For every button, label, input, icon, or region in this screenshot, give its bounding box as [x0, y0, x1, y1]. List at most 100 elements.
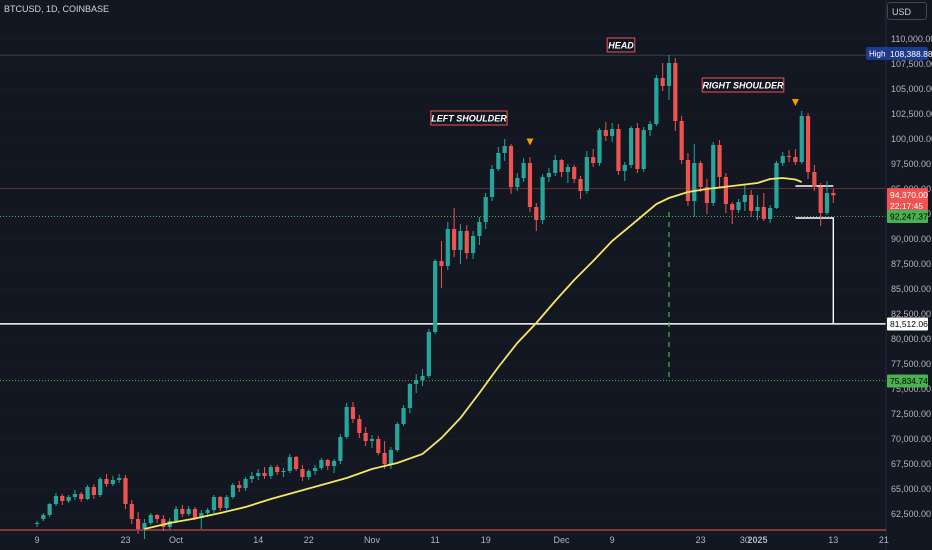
candle-body — [129, 504, 134, 519]
y-tick-label: 85,000.00 — [891, 284, 931, 294]
current-price-tag: 94,370.00 — [890, 190, 928, 200]
candle-body — [433, 261, 438, 332]
candle-body — [723, 177, 728, 204]
left-shoulder-label: LEFT SHOULDER — [431, 114, 507, 124]
candle-body — [673, 63, 678, 121]
candle-body — [786, 156, 792, 157]
candle-body — [749, 195, 754, 211]
candle-body — [306, 471, 311, 477]
candle-body — [730, 204, 735, 210]
high-tag-label: High — [869, 50, 885, 59]
candle-body — [780, 156, 785, 163]
measured-move-bracket — [795, 217, 835, 324]
support-price-tag-bg — [887, 210, 928, 223]
moving-average-line — [144, 177, 803, 530]
x-tick-label: 21 — [879, 535, 889, 545]
x-tick-label: 23 — [696, 535, 706, 545]
candle-body — [717, 145, 722, 177]
candle-body — [243, 479, 248, 488]
candle-body — [527, 163, 533, 207]
candle-body — [388, 450, 394, 464]
candle-body — [123, 478, 128, 504]
x-tick-label: Nov — [364, 535, 381, 545]
right-shoulder-label-box — [701, 77, 785, 93]
candle-body — [211, 497, 217, 510]
head-label: HEAD — [608, 41, 634, 51]
candle-body — [161, 519, 166, 527]
y-tick-label: 80,000.00 — [891, 334, 931, 344]
candle-body — [793, 157, 798, 162]
candle-body — [534, 207, 539, 220]
candle-body — [142, 523, 147, 529]
candle-body — [110, 480, 115, 484]
candle-body — [546, 173, 552, 177]
candle-body — [205, 510, 210, 513]
candle-body — [268, 467, 273, 476]
candle-body — [420, 376, 425, 380]
candle-body — [287, 457, 292, 471]
candle-body — [496, 153, 501, 169]
high-tag-value: 108,388.88 — [890, 49, 932, 59]
left-shoulder-label-box — [430, 110, 508, 126]
high-tag-bg — [866, 47, 928, 60]
candle-body — [698, 163, 703, 187]
candle-body — [154, 515, 160, 519]
y-tick-label: 77,500.00 — [891, 359, 931, 369]
candle-body — [98, 479, 103, 495]
candle-body — [540, 177, 545, 220]
candle-body — [199, 513, 204, 518]
candle-body — [521, 163, 526, 178]
y-tick-label: 110,000.00 — [891, 34, 932, 44]
candle-body — [262, 473, 267, 476]
candle-body — [319, 460, 324, 468]
candle-body — [824, 193, 830, 213]
y-tick-label: 75,000.00 — [891, 384, 931, 394]
candle-body — [91, 487, 96, 495]
y-tick-label: 102,500.00 — [891, 109, 932, 119]
x-tick-label: 19 — [481, 535, 491, 545]
candle-body — [831, 193, 836, 196]
candle-body — [85, 487, 90, 499]
candle-body — [616, 129, 621, 171]
x-tick-label: 14 — [253, 535, 263, 545]
candle-body — [338, 437, 343, 461]
currency-button[interactable]: USD — [887, 2, 927, 20]
candle-body — [603, 130, 608, 136]
candle-body — [502, 146, 507, 153]
candle-body — [477, 222, 482, 236]
symbol-title: BTCUSD, 1D, COINBASE — [4, 4, 110, 14]
candle-body — [755, 207, 760, 211]
y-tick-label: 97,500.00 — [891, 159, 931, 169]
candle-body — [180, 509, 185, 514]
candle-body — [167, 521, 172, 527]
support-price-tag: 92,247.37 — [890, 212, 928, 222]
candle-body — [559, 160, 564, 172]
candle-body — [300, 469, 305, 477]
candle-body — [350, 407, 356, 419]
candle-body — [685, 160, 691, 201]
target-price-tag-bg — [887, 317, 928, 331]
y-tick-label: 100,000.00 — [891, 134, 932, 144]
candle-body — [812, 172, 817, 187]
candle-body — [237, 485, 242, 488]
y-tick-label: 62,500.00 — [891, 509, 931, 519]
candle-body — [470, 236, 476, 253]
candle-body — [72, 494, 78, 497]
x-tick-label: 11 — [430, 535, 439, 545]
candle-body — [641, 130, 646, 169]
candle-body — [294, 457, 299, 469]
candle-body — [736, 202, 741, 210]
candle-body — [66, 497, 71, 501]
y-tick-label: 87,500.00 — [891, 259, 931, 269]
candle-body — [635, 128, 640, 169]
candle-body — [622, 165, 627, 171]
candle-body — [515, 178, 520, 187]
candle-body — [281, 471, 286, 472]
candle-body — [382, 453, 387, 464]
head-label-box — [606, 37, 636, 53]
candle-body — [584, 157, 589, 191]
x-tick-label: 9 — [34, 535, 39, 545]
candle-body — [230, 485, 236, 497]
x-tick-label: 22 — [304, 535, 314, 545]
